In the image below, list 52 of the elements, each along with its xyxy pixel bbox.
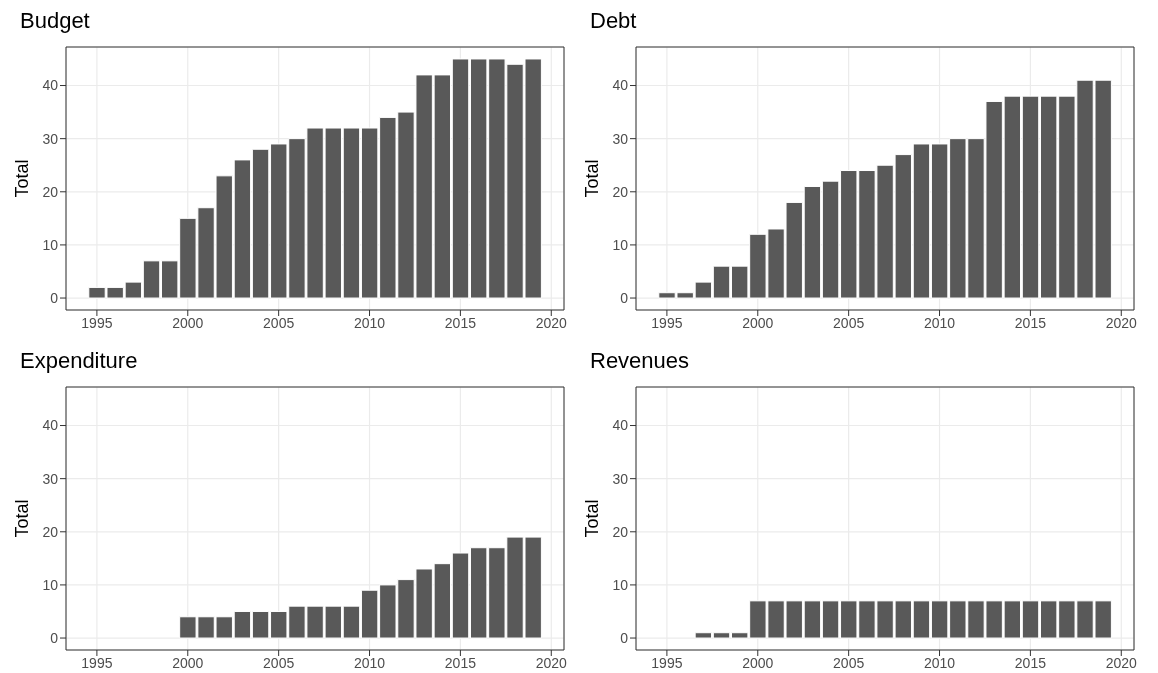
chart-title: Budget xyxy=(19,8,91,35)
x-tick-label: 2005 xyxy=(263,314,295,331)
x-tick-label: 2005 xyxy=(833,654,865,671)
x-tick-label: 2015 xyxy=(1014,654,1047,671)
x-tick-label: 2020 xyxy=(1105,654,1138,671)
x-tick-label: 2020 xyxy=(535,654,568,671)
x-tick-label: 1995 xyxy=(81,314,113,331)
x-tick-label: 2000 xyxy=(742,314,774,331)
x-tick-label: 2000 xyxy=(742,654,774,671)
chart-title: Revenues xyxy=(589,348,691,375)
x-tick-label: 2015 xyxy=(1014,314,1047,331)
chart-title: Expenditure xyxy=(19,348,139,375)
y-tick-label: 30 xyxy=(612,470,629,487)
x-tick-label: 2020 xyxy=(1105,314,1138,331)
x-tick-label: 1995 xyxy=(651,314,683,331)
y-tick-label: 20 xyxy=(612,183,629,200)
y-tick-label: 30 xyxy=(42,130,59,147)
y-axis-title: Total xyxy=(12,159,33,198)
y-axis-title: Total xyxy=(582,499,603,538)
x-tick-label: 2015 xyxy=(444,654,477,671)
x-tick-label: 2010 xyxy=(353,314,386,331)
chart-title: Debt xyxy=(589,8,638,35)
y-tick-label: 0 xyxy=(620,630,629,647)
x-tick-label: 2010 xyxy=(923,314,956,331)
x-tick-label: 2005 xyxy=(833,314,865,331)
y-tick-label: 10 xyxy=(612,576,629,593)
y-tick-label: 40 xyxy=(42,77,59,94)
y-axis-title: Total xyxy=(12,499,33,538)
y-tick-label: 30 xyxy=(612,130,629,147)
x-tick-label: 2000 xyxy=(172,314,204,331)
y-tick-label: 20 xyxy=(42,183,59,200)
y-tick-label: 30 xyxy=(42,470,59,487)
y-tick-label: 10 xyxy=(612,236,629,253)
y-tick-label: 0 xyxy=(620,290,629,307)
x-tick-label: 2010 xyxy=(353,654,386,671)
x-tick-label: 1995 xyxy=(81,654,113,671)
x-tick-label: 1995 xyxy=(651,654,683,671)
y-tick-label: 0 xyxy=(50,290,59,307)
y-tick-label: 10 xyxy=(42,576,59,593)
x-tick-label: 2010 xyxy=(923,654,956,671)
y-tick-label: 10 xyxy=(42,236,59,253)
y-tick-label: 0 xyxy=(50,630,59,647)
y-tick-label: 20 xyxy=(42,523,59,540)
y-tick-label: 20 xyxy=(612,523,629,540)
x-tick-label: 2000 xyxy=(172,654,204,671)
y-tick-label: 40 xyxy=(612,77,629,94)
y-tick-label: 40 xyxy=(42,417,59,434)
x-tick-label: 2020 xyxy=(535,314,568,331)
x-tick-label: 2015 xyxy=(444,314,477,331)
y-tick-label: 40 xyxy=(612,417,629,434)
y-axis-title: Total xyxy=(582,159,603,198)
x-tick-label: 2005 xyxy=(263,654,295,671)
